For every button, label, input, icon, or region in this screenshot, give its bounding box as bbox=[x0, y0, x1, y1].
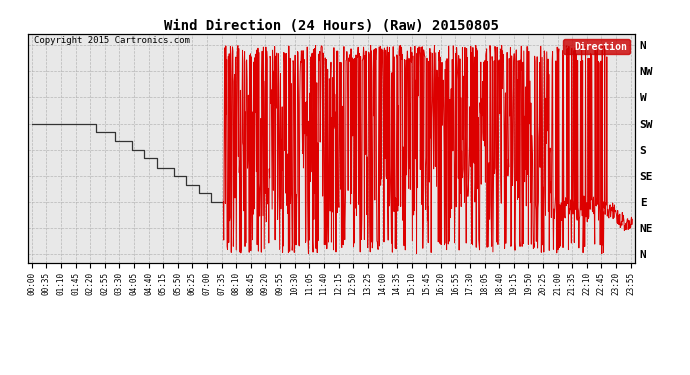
Title: Wind Direction (24 Hours) (Raw) 20150805: Wind Direction (24 Hours) (Raw) 20150805 bbox=[164, 19, 499, 33]
Legend: Direction: Direction bbox=[564, 39, 630, 54]
Text: Copyright 2015 Cartronics.com: Copyright 2015 Cartronics.com bbox=[34, 36, 190, 45]
